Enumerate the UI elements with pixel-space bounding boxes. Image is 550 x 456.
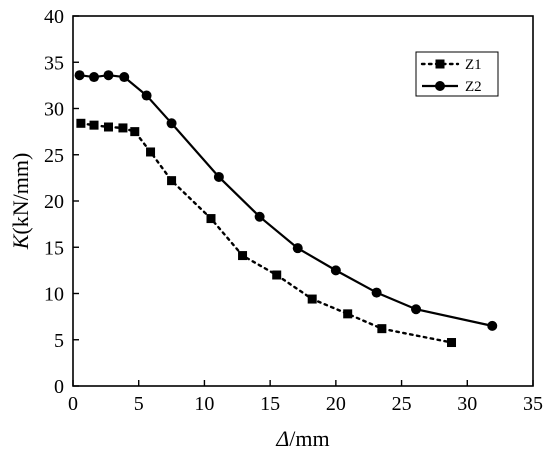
series-z2 [74, 70, 498, 331]
x-tick-label: 30 [457, 393, 477, 415]
series-z2-point [103, 70, 114, 81]
y-tick-label: 5 [54, 330, 64, 352]
x-tick-label: 25 [392, 393, 412, 415]
series-z2-point [487, 320, 498, 331]
series-z1-line [79, 122, 453, 344]
axis-ticks: 0 5 10 15 20 25 30 35 0 5 10 15 20 25 30 35 40 [44, 6, 543, 415]
y-tick-label: 35 [44, 52, 64, 74]
y-axis-title: K(kN/mm) [8, 153, 33, 251]
series-z2-point [254, 211, 265, 222]
series-z2-point [411, 304, 422, 315]
y-tick-label: 25 [44, 145, 64, 167]
legend-item-z1: Z1 [420, 57, 482, 73]
x-tick-label: 20 [326, 393, 346, 415]
y-tick-label: 30 [44, 99, 64, 121]
series-z2-point [119, 72, 130, 83]
x-tick-label: 35 [523, 393, 543, 415]
series-z2-point [213, 171, 224, 182]
series-z2-line [79, 74, 493, 327]
series-z1-point [343, 309, 353, 319]
x-axis-symbol: Δ [275, 426, 289, 451]
x-tick-label: 0 [68, 393, 78, 415]
series-z1-point [307, 294, 317, 304]
series-z2-point [141, 90, 152, 101]
y-tick-label: 40 [44, 6, 64, 28]
series-z2-point [166, 118, 177, 129]
series-z2-point [371, 287, 382, 298]
y-axis-symbol: K [8, 233, 33, 250]
legend-label-z1: Z1 [465, 57, 482, 73]
x-tick-label: 5 [134, 393, 144, 415]
x-tick-label: 15 [260, 393, 280, 415]
y-tick-label: 20 [44, 191, 64, 213]
x-axis-title: Δ/mm [275, 426, 329, 451]
series-z1-point [103, 122, 113, 132]
legend-marker-z1 [435, 59, 445, 69]
series-z2-point [292, 243, 303, 254]
legend-box [415, 51, 499, 97]
series-z1-point [76, 118, 86, 128]
y-tick-label: 15 [44, 237, 64, 259]
y-axis-unit: (kN/mm) [8, 153, 33, 235]
series-z2-point [89, 72, 100, 83]
series-z1-point [146, 147, 156, 157]
legend-item-z2: Z2 [422, 79, 482, 95]
y-tick-label: 0 [54, 376, 64, 398]
y-tick-label: 10 [44, 284, 64, 306]
series-z1-point [238, 251, 248, 261]
series-z2-point [330, 265, 341, 276]
series-z1-point [272, 270, 282, 280]
x-axis-unit: /mm [289, 426, 329, 451]
series-z1-point [118, 123, 128, 133]
x-tick-label: 10 [194, 393, 214, 415]
series-z1 [76, 118, 457, 348]
series-layer [74, 70, 498, 348]
series-z1-point [89, 120, 99, 130]
series-z1-point [167, 176, 177, 186]
series-z1-point [377, 324, 387, 334]
series-z1-point [206, 214, 216, 224]
legend-label-z2: Z2 [465, 79, 482, 95]
series-z1-point [130, 127, 140, 137]
series-z2-point [74, 70, 85, 81]
legend-marker-z2 [435, 81, 445, 91]
series-z1-point [447, 338, 457, 348]
